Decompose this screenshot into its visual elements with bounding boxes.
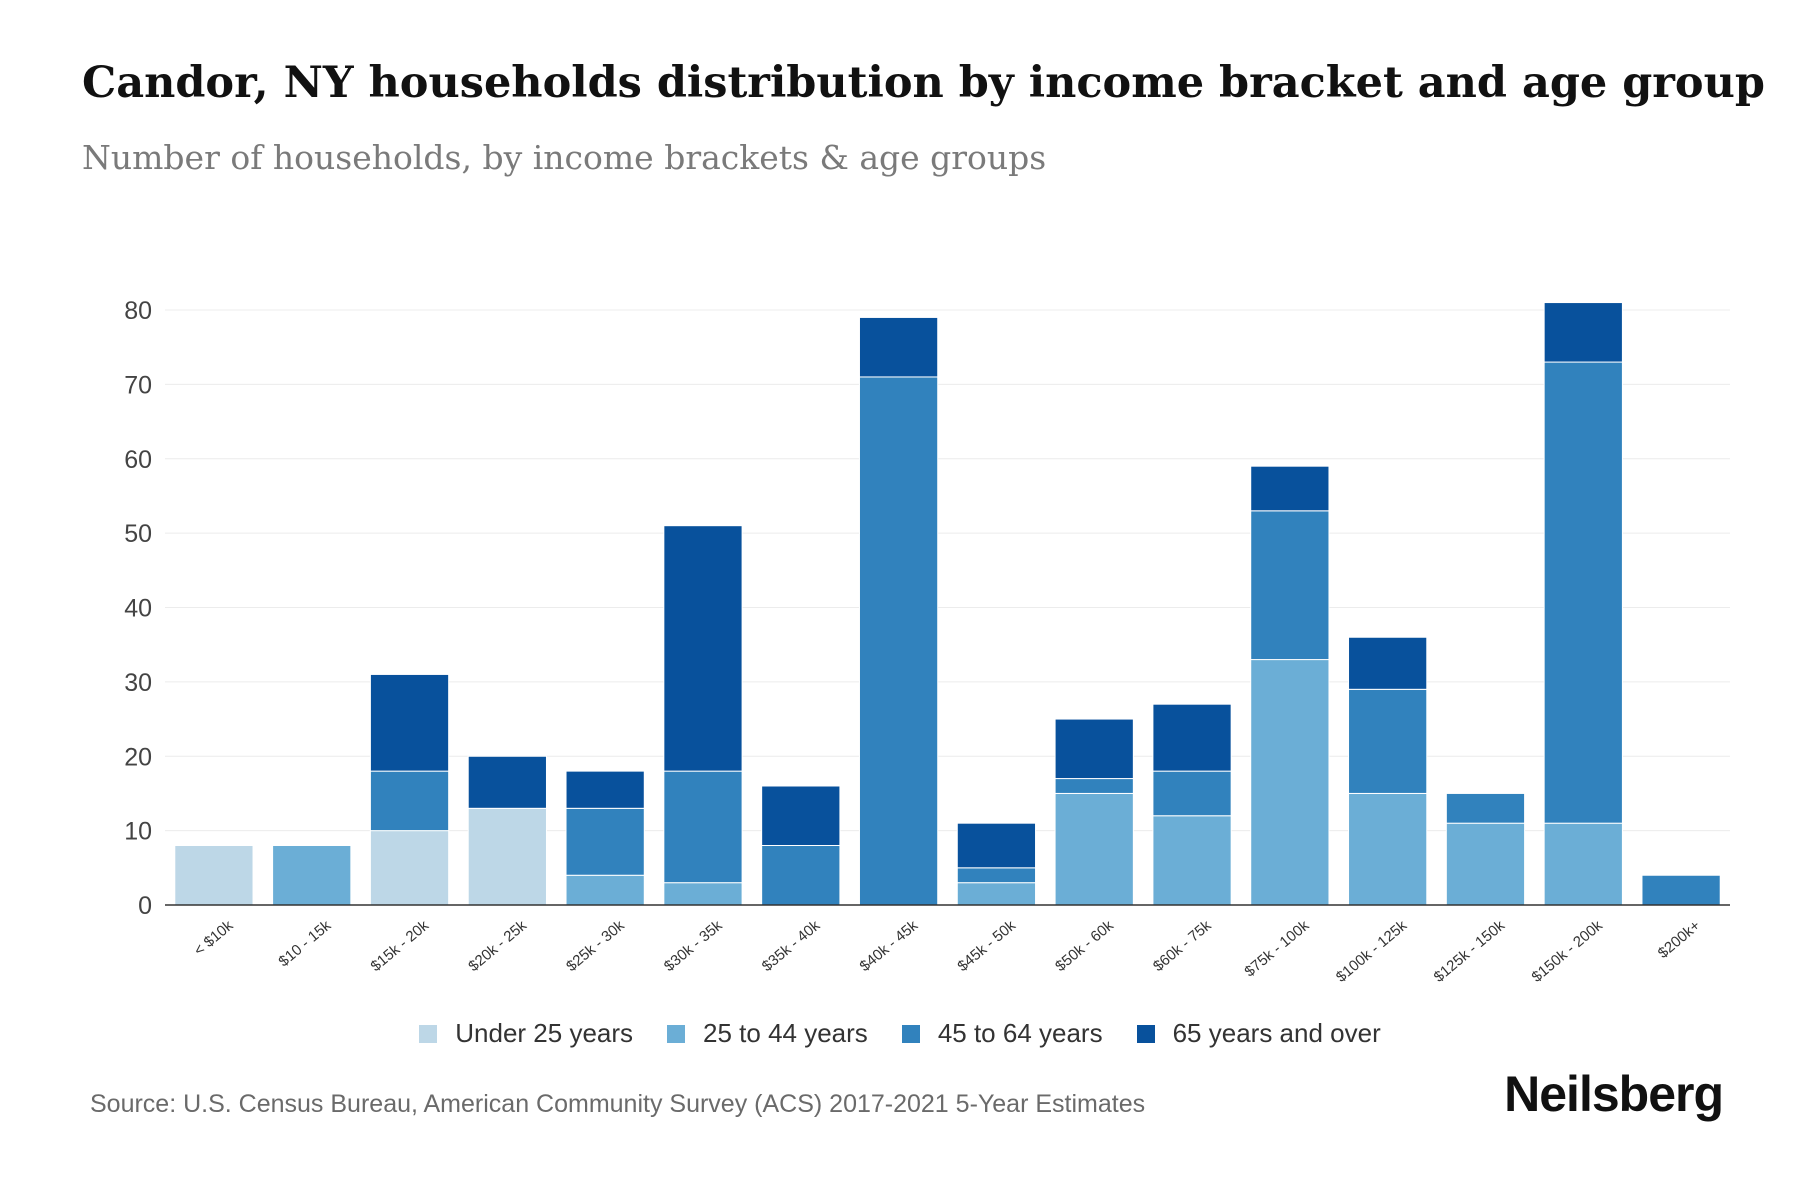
y-tick-label: 70 xyxy=(124,371,152,399)
x-tick-label: $150k - 200k xyxy=(1528,917,1606,986)
bar-segment xyxy=(1348,688,1428,794)
brand-logo: Neilsberg xyxy=(1504,1066,1724,1122)
stacked-bar-chart: 0 10 20 30 40 50 60 70 80 < $10k $10 - 15k $15k - 2… xyxy=(124,297,1730,986)
bar-segment xyxy=(761,845,841,906)
legend-swatch xyxy=(667,1024,686,1043)
bar-segment xyxy=(663,525,743,772)
x-tick-label: $75k - 100k xyxy=(1241,917,1312,981)
bar-segment xyxy=(956,867,1037,884)
bar-segment xyxy=(1250,510,1330,661)
x-tick-label: $40k - 45k xyxy=(857,917,922,975)
bar-segment xyxy=(565,874,645,906)
bar-segment xyxy=(956,822,1037,869)
chart-subtitle: Number of households, by income brackets… xyxy=(82,138,1047,177)
legend-item: 25 to 44 years xyxy=(667,1018,868,1049)
y-tick-label: 0 xyxy=(138,892,152,920)
y-tick-label: 30 xyxy=(124,669,152,697)
y-tick-label: 50 xyxy=(124,520,152,548)
x-tick-label: $25k - 30k xyxy=(563,917,628,975)
bar-segment xyxy=(663,882,743,906)
bar-segment xyxy=(1543,822,1623,906)
x-tick-label: $10 - 15k xyxy=(275,917,334,971)
bar-segment xyxy=(1054,718,1134,780)
bar-segment xyxy=(1152,703,1232,772)
y-tick-label: 60 xyxy=(124,446,152,474)
bar-segment xyxy=(1250,659,1330,906)
y-tick-label: 10 xyxy=(124,818,152,846)
x-tick-label: $125k - 150k xyxy=(1431,917,1509,986)
x-tick-label: $35k - 40k xyxy=(759,917,824,975)
chart-title: Candor, NY households distribution by in… xyxy=(82,58,1765,108)
bar-segment xyxy=(1348,792,1428,906)
bar-segment xyxy=(1543,302,1623,363)
legend-label: 25 to 44 years xyxy=(703,1018,868,1048)
x-tick-label: $30k - 35k xyxy=(661,917,726,975)
bar-segment xyxy=(761,785,841,846)
legend-label: 45 to 64 years xyxy=(937,1018,1103,1048)
bar-segment xyxy=(369,830,450,906)
bar-segment xyxy=(1054,778,1134,794)
y-tick-label: 40 xyxy=(124,595,152,623)
x-tick-label: $100k - 125k xyxy=(1333,917,1411,986)
x-tick-label: $200k+ xyxy=(1655,917,1704,962)
bar-segment xyxy=(1445,822,1526,906)
bar-segment xyxy=(1152,770,1232,817)
bar-segment xyxy=(858,316,939,378)
legend-label: 65 years and over xyxy=(1172,1018,1381,1048)
x-tick-label: $20k - 25k xyxy=(465,917,530,975)
legend-swatch xyxy=(1136,1024,1155,1043)
legend-item: Under 25 years xyxy=(419,1018,633,1049)
legend-item: 45 to 64 years xyxy=(901,1018,1103,1049)
bar-segment xyxy=(1152,815,1232,906)
chart-legend: Under 25 years 25 to 44 years 45 to 64 yea… xyxy=(0,1018,1800,1049)
bar-segment xyxy=(272,845,352,906)
y-tick-label: 20 xyxy=(124,743,152,771)
bar-segment xyxy=(369,770,450,832)
legend-swatch xyxy=(901,1024,920,1043)
source-note: Source: U.S. Census Bureau, American Com… xyxy=(90,1090,1146,1118)
x-tick-label: $45k - 50k xyxy=(954,917,1019,975)
bar-segment xyxy=(956,882,1037,906)
x-tick-label: $50k - 60k xyxy=(1052,917,1117,975)
bar-segment xyxy=(1641,874,1721,906)
bar-segment xyxy=(565,770,645,809)
bar-segment xyxy=(467,755,547,809)
bar-segment xyxy=(663,770,743,884)
bar-segment xyxy=(369,673,450,772)
bar-segment xyxy=(467,807,547,906)
legend-label: Under 25 years xyxy=(455,1018,634,1048)
x-tick-label: $60k - 75k xyxy=(1150,917,1215,975)
bar-segment xyxy=(1348,636,1428,690)
legend-item: 65 years and over xyxy=(1136,1018,1381,1049)
x-tick-label: < $10k xyxy=(191,917,237,960)
y-tick-label: 80 xyxy=(124,297,152,325)
bar-segment xyxy=(565,807,645,876)
legend-swatch xyxy=(419,1024,438,1043)
bar-segment xyxy=(1250,465,1330,512)
bar-segment xyxy=(858,376,939,906)
bar-segment xyxy=(1543,361,1623,824)
bar-segment xyxy=(1054,792,1134,906)
x-tick-label: $15k - 20k xyxy=(368,917,433,975)
bar-segment xyxy=(1445,792,1526,824)
bar-segment xyxy=(174,845,254,906)
